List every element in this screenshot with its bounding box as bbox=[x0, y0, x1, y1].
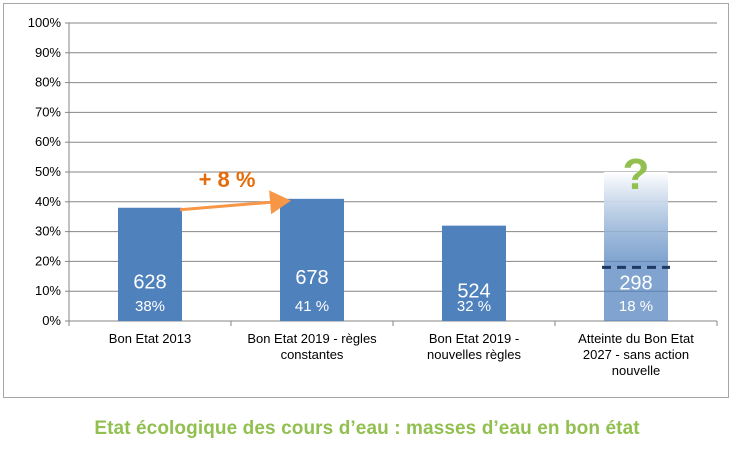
x-tick-label: nouvelle bbox=[612, 363, 660, 378]
x-tick-label: Bon Etat 2013 bbox=[109, 331, 191, 346]
increase-arrow bbox=[179, 190, 291, 215]
increase-annotation: + 8 % bbox=[199, 167, 256, 192]
y-tick-label: 10% bbox=[35, 283, 61, 298]
bar-percent-label: 32 % bbox=[457, 298, 491, 315]
annotations: ? + 8 % bbox=[179, 150, 650, 215]
bar-count-label: 678 bbox=[295, 267, 328, 289]
bar-count-label: 628 bbox=[133, 271, 166, 293]
chart-frame: 0% 10% 20% 30% 40% 50% 60% 70% 80% 90% 100% 628 38%… bbox=[3, 3, 729, 398]
bars bbox=[118, 172, 670, 321]
bar-count-label: 298 bbox=[619, 272, 652, 294]
y-tick-label: 80% bbox=[35, 75, 61, 90]
y-tick-label: 40% bbox=[35, 194, 61, 209]
bar-uncertain-range bbox=[604, 172, 668, 268]
y-axis-ticks: 0% 10% 20% 30% 40% 50% 60% 70% 80% 90% 100% bbox=[28, 15, 69, 328]
y-tick-label: 100% bbox=[28, 15, 62, 30]
bar bbox=[118, 207, 182, 321]
y-tick-label: 20% bbox=[35, 253, 61, 268]
bar-percent-label: 41 % bbox=[295, 298, 329, 315]
x-tick-label: 2027 - sans action bbox=[583, 347, 689, 362]
bar-percent-label: 38% bbox=[135, 298, 165, 315]
y-tick-label: 70% bbox=[35, 104, 61, 119]
y-tick-label: 0% bbox=[42, 313, 61, 328]
x-tick-label: constantes bbox=[281, 347, 344, 362]
question-mark-label: ? bbox=[623, 150, 650, 199]
y-tick-label: 50% bbox=[35, 164, 61, 179]
y-tick-label: 90% bbox=[35, 45, 61, 60]
x-tick-label: Bon Etat 2019 - règles bbox=[247, 331, 377, 346]
bar-chart: 0% 10% 20% 30% 40% 50% 60% 70% 80% 90% 100% 628 38%… bbox=[28, 15, 718, 378]
bar bbox=[280, 198, 344, 321]
y-tick-label: 30% bbox=[35, 224, 61, 239]
bar-percent-label: 18 % bbox=[619, 298, 653, 315]
bar bbox=[604, 267, 668, 321]
x-tick-label: nouvelles règles bbox=[427, 347, 521, 362]
y-tick-label: 60% bbox=[35, 134, 61, 149]
bar-count-label: 524 bbox=[457, 280, 490, 302]
x-tick-label: Atteinte du Bon Etat bbox=[578, 331, 694, 346]
chart-caption: Etat écologique des cours d’eau : masses… bbox=[94, 418, 640, 439]
x-tick-label: Bon Etat 2019 - bbox=[429, 331, 519, 346]
bar bbox=[442, 225, 506, 321]
x-axis-labels: Bon Etat 2013 Bon Etat 2019 - règlesconst… bbox=[109, 331, 694, 378]
